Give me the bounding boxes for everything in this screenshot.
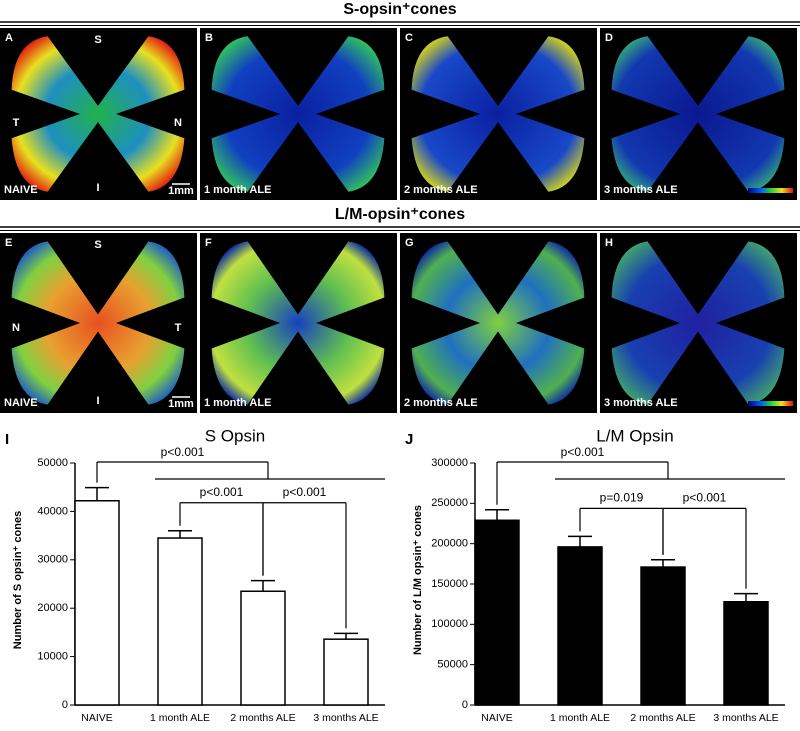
y-tick-label: 0 <box>462 699 468 711</box>
panel-letter: F <box>205 237 212 249</box>
y-tick-label: 150000 <box>431 578 468 590</box>
y-axis-label: Number of S opsin⁺ cones <box>12 511 24 649</box>
retina-flatmount <box>211 36 385 192</box>
p-value: p<0.001 <box>683 491 727 505</box>
bar <box>723 600 769 706</box>
bar <box>240 590 286 706</box>
retina-flatmount <box>611 36 785 192</box>
p-value: p<0.001 <box>283 485 327 499</box>
retina-flatmount <box>11 36 185 192</box>
y-tick-label: 30000 <box>37 554 68 566</box>
panel-letter: I <box>5 431 9 448</box>
retina-flatmount <box>611 241 785 405</box>
panel-letter: C <box>405 32 413 44</box>
panel-caption: NAIVE <box>4 397 38 409</box>
retina-flatmount <box>11 241 185 405</box>
y-tick-label: 40000 <box>37 505 68 517</box>
retina-flatmount <box>211 241 385 405</box>
orientation-label: N <box>174 117 182 129</box>
x-tick-label: 3 months ALE <box>313 712 378 724</box>
retina-flatmount <box>411 241 585 405</box>
chart-title: L/M Opsin <box>596 426 673 445</box>
x-tick-label: NAIVE <box>481 712 513 724</box>
y-axis-label: Number of L/M opsin⁺ cones <box>412 505 424 655</box>
y-tick-label: 100000 <box>431 618 468 630</box>
color-scale <box>748 401 793 406</box>
p-value: p<0.001 <box>200 485 244 499</box>
orientation-label: I <box>96 182 99 194</box>
y-tick-label: 50000 <box>437 659 468 671</box>
x-tick-label: NAIVE <box>81 712 113 724</box>
orientation-label: S <box>94 34 101 46</box>
section-title: S-opsin⁺cones <box>343 1 456 18</box>
orientation-label: T <box>175 322 182 334</box>
y-tick-label: 300000 <box>431 457 468 469</box>
panel-letter: H <box>605 237 613 249</box>
x-tick-label: 1 month ALE <box>550 712 610 724</box>
bar <box>557 546 603 706</box>
x-tick-label: 1 month ALE <box>150 712 210 724</box>
x-tick-label: 2 months ALE <box>630 712 695 724</box>
bar <box>74 500 120 706</box>
orientation-label: S <box>94 239 101 251</box>
panel-caption: NAIVE <box>4 184 38 196</box>
y-tick-label: 250000 <box>431 497 468 509</box>
bar <box>474 519 520 706</box>
p-value: p<0.001 <box>561 445 605 459</box>
panel-letter: B <box>205 32 213 44</box>
panel-caption: 2 months ALE <box>404 397 478 409</box>
scale-label: 1mm <box>168 185 194 197</box>
bar <box>157 537 203 706</box>
y-tick-label: 200000 <box>431 538 468 550</box>
y-tick-label: 10000 <box>37 651 68 663</box>
y-tick-label: 20000 <box>37 602 68 614</box>
panel-letter: D <box>605 32 613 44</box>
x-tick-label: 3 months ALE <box>713 712 778 724</box>
panel-letter: J <box>405 431 413 448</box>
panel-letter: A <box>5 32 13 44</box>
bar <box>640 566 686 706</box>
color-scale <box>748 188 793 193</box>
orientation-label: T <box>13 117 20 129</box>
y-tick-label: 50000 <box>37 457 68 469</box>
bar <box>323 638 369 706</box>
scale-label: 1mm <box>168 398 194 410</box>
p-value: p=0.019 <box>600 491 644 505</box>
chart-title: S Opsin <box>205 426 265 445</box>
orientation-label: N <box>12 322 20 334</box>
panel-caption: 1 month ALE <box>204 184 271 196</box>
panel-caption: 3 months ALE <box>604 397 678 409</box>
panel-caption: 1 month ALE <box>204 397 271 409</box>
y-tick-label: 0 <box>62 699 68 711</box>
section-title: L/M-opsin⁺cones <box>335 206 465 223</box>
panel-letter: G <box>405 237 414 249</box>
p-value: p<0.001 <box>161 445 205 459</box>
panel-caption: 2 months ALE <box>404 184 478 196</box>
retina-flatmount <box>411 36 585 192</box>
panel-letter: E <box>5 237 12 249</box>
orientation-label: I <box>96 395 99 407</box>
x-tick-label: 2 months ALE <box>230 712 295 724</box>
panel-caption: 3 months ALE <box>604 184 678 196</box>
